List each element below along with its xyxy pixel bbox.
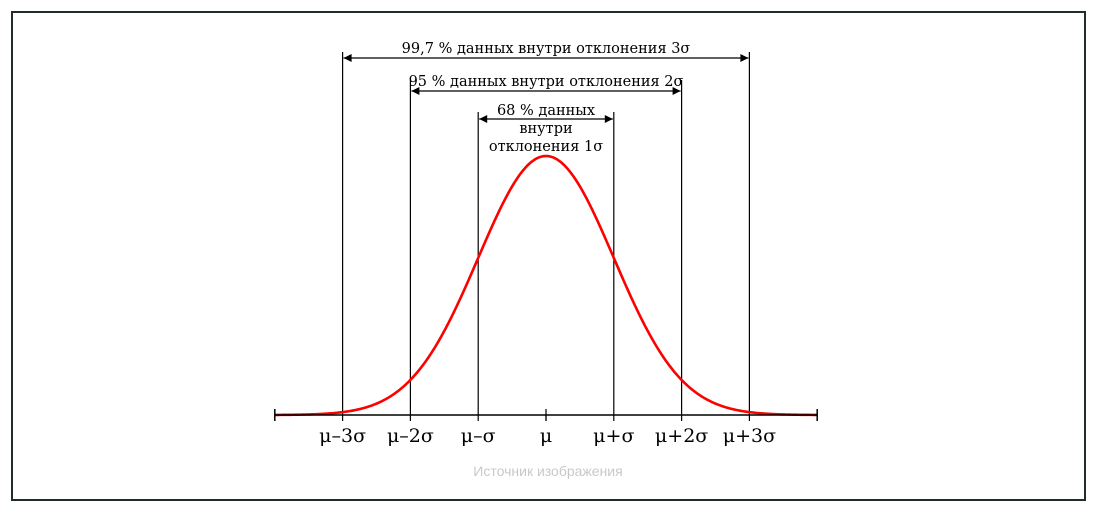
x-tick-label: μ+σ <box>593 425 634 447</box>
interval-label-line: внутри <box>519 121 572 137</box>
image-source-caption: Источник изображения <box>473 463 622 479</box>
x-tick-label: μ–σ <box>461 425 496 447</box>
interval-label: 95 % данных внутри отклонения 2σ <box>409 74 684 90</box>
normal-curve <box>274 154 818 417</box>
interval-label-line: 68 % данных <box>497 103 595 119</box>
x-tick-label: μ–3σ <box>319 425 366 447</box>
x-tick-label: μ–2σ <box>387 425 434 447</box>
x-tick-label: μ+2σ <box>655 425 708 447</box>
x-tick-label: μ <box>540 425 552 447</box>
x-tick-label: μ+3σ <box>723 425 776 447</box>
interval-label-line: отклонения 1σ <box>489 139 603 155</box>
interval-label: 99,7 % данных внутри отклонения 3σ <box>402 41 691 57</box>
